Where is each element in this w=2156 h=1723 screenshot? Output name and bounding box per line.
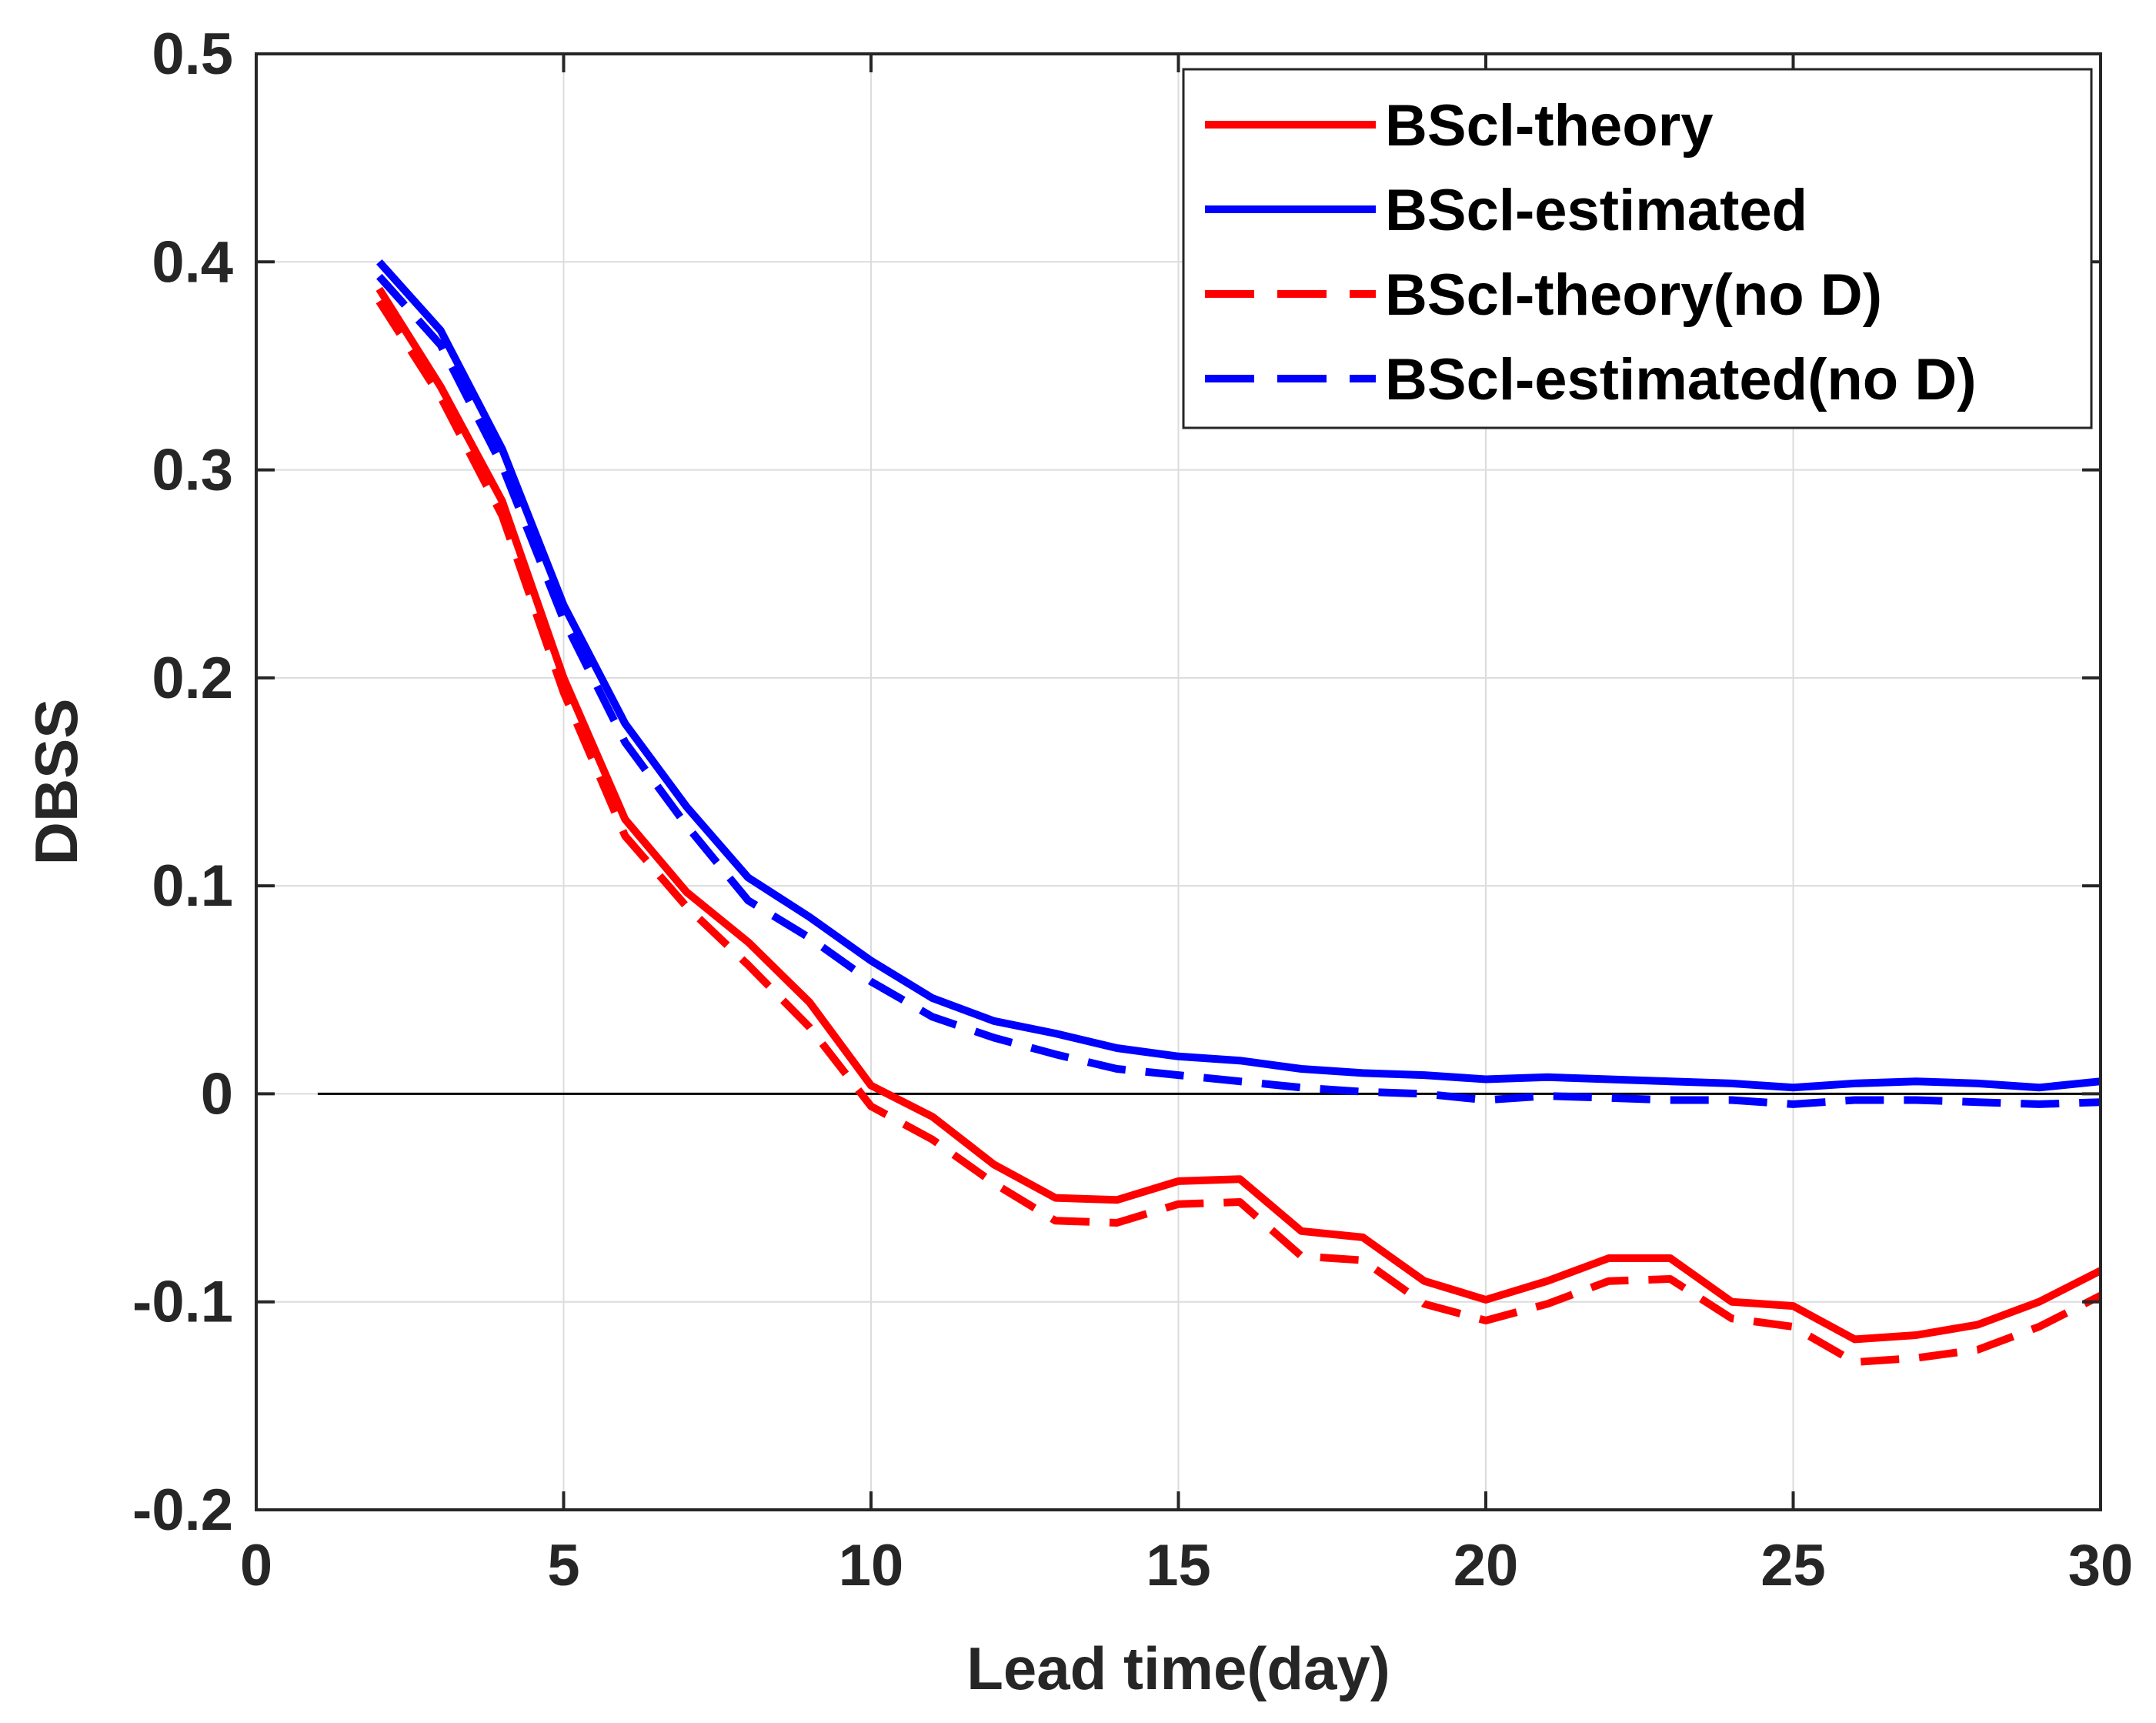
y-tick-label: 0.2 [152, 646, 233, 711]
data-series [375, 259, 2103, 1367]
y-tick-label: 0.5 [152, 22, 233, 87]
x-tick-label: 15 [1146, 1533, 1211, 1598]
y-tick-label: 0 [201, 1061, 233, 1127]
y-tick-label: 0.3 [152, 438, 233, 503]
y-axis-label: DBSS [22, 699, 90, 866]
x-tick-label: 0 [240, 1533, 272, 1598]
x-axis-label: Lead time(day) [966, 1635, 1390, 1702]
series-line-bscl-theory-no-d [375, 299, 2103, 1367]
legend-box [1182, 68, 2093, 429]
x-tick-label: 25 [1761, 1533, 1826, 1598]
y-tick-label: 0.1 [152, 853, 233, 919]
y-tick-label: -0.1 [132, 1270, 233, 1335]
axis-ticks: 0 5 10 15 20 25 30 -0.2 -0.1 0 0.1 0.2 0.3 0.4 0.5 [132, 22, 2133, 1598]
series-line-bscl-estimated-no-d [376, 273, 2101, 1108]
series-line-bscl-theory [375, 286, 2103, 1344]
x-tick-label: 30 [2068, 1533, 2134, 1598]
y-tick-label: 0.4 [152, 229, 233, 295]
series-line-bscl-estimated [376, 259, 2101, 1092]
legend: BScl-theory BScl-estimated BScl-theory(no … [1182, 68, 2093, 429]
legend-label: BScl-estimated(no D) [1385, 347, 1977, 412]
x-tick-label: 5 [547, 1533, 579, 1598]
y-tick-label: -0.2 [132, 1478, 233, 1543]
legend-label: BScl-estimated [1385, 178, 1807, 243]
x-tick-label: 20 [1453, 1533, 1519, 1598]
legend-label: BScl-theory [1385, 93, 1714, 159]
x-tick-label: 10 [839, 1533, 904, 1598]
legend-label: BScl-theory(no D) [1385, 262, 1882, 328]
